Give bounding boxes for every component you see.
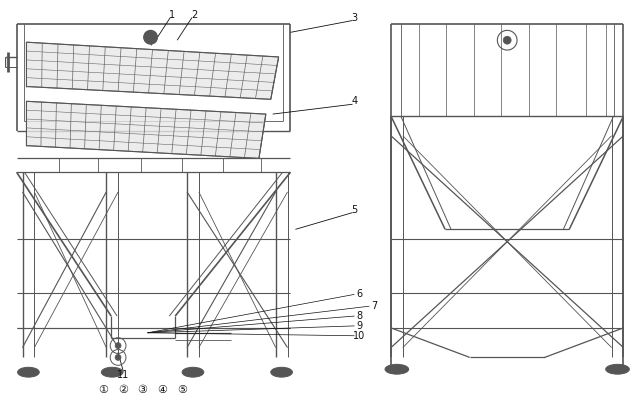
Ellipse shape: [102, 367, 123, 377]
Ellipse shape: [182, 367, 204, 377]
Text: 5: 5: [351, 205, 358, 215]
Text: 9: 9: [356, 321, 363, 331]
Ellipse shape: [271, 367, 293, 377]
Text: ②: ②: [118, 385, 128, 395]
Text: ⑤: ⑤: [177, 385, 187, 395]
Ellipse shape: [385, 364, 409, 374]
Ellipse shape: [17, 367, 39, 377]
Circle shape: [503, 36, 511, 44]
Circle shape: [115, 354, 121, 360]
Text: 3: 3: [352, 12, 358, 23]
Text: 10: 10: [353, 331, 366, 341]
Text: 2: 2: [191, 10, 197, 20]
Text: 4: 4: [352, 96, 358, 106]
Text: 8: 8: [356, 311, 363, 321]
Text: 1: 1: [169, 10, 176, 20]
Polygon shape: [26, 101, 266, 158]
Text: 6: 6: [356, 289, 363, 299]
Text: 7: 7: [371, 301, 377, 311]
Ellipse shape: [606, 364, 629, 374]
Polygon shape: [26, 42, 278, 99]
Circle shape: [115, 343, 121, 349]
Text: 11: 11: [117, 370, 129, 380]
Text: ④: ④: [158, 385, 167, 395]
Circle shape: [143, 30, 158, 44]
Text: ③: ③: [138, 385, 148, 395]
Text: ①: ①: [98, 385, 108, 395]
